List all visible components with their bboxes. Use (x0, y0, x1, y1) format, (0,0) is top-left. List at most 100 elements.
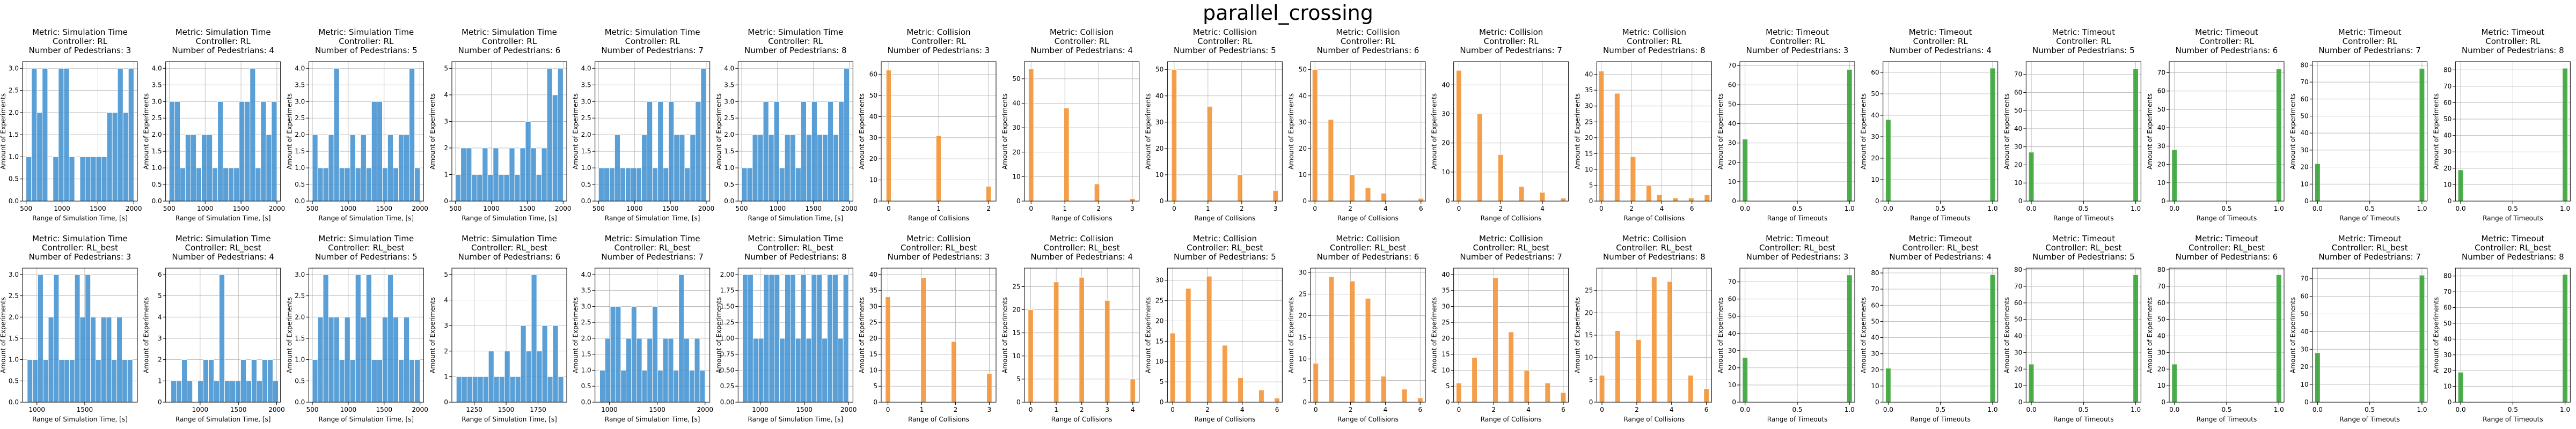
bar (461, 376, 467, 403)
subplot-title-line: Controller: RL (1627, 36, 1682, 46)
y-tick-label: 20 (1299, 145, 1307, 152)
y-tick-label: 0.5 (581, 382, 591, 390)
y-axis-label: Amount of Experiments (286, 297, 293, 373)
bar (1129, 198, 1136, 202)
bar (951, 341, 957, 403)
y-tick-label: 60 (1871, 69, 1879, 76)
y-tick-label: 50 (1728, 313, 1736, 320)
y-tick-label: 30 (2443, 351, 2451, 359)
x-axis-label: Range of Simulation Time, [s] (32, 214, 128, 222)
bar (509, 147, 515, 202)
bar (1237, 174, 1243, 202)
x-tick-label: 1500 (796, 406, 813, 413)
y-tick-label: 60 (2443, 304, 2451, 312)
bar (694, 338, 700, 403)
bar (223, 167, 229, 202)
subplot-title-line: Controller: RL_best (1187, 243, 1263, 253)
bar (552, 325, 559, 403)
bar (1349, 280, 1356, 403)
subplot-title-line: Number of Pedestrians: 4 (1030, 46, 1133, 55)
subplot-title-line: Controller: RL (2056, 36, 2111, 46)
y-tick-label: 2.5 (9, 292, 19, 300)
y-tick-label: 60 (869, 71, 877, 78)
x-tick-label: 1 (1054, 406, 1058, 413)
axes-frame (451, 268, 567, 403)
y-tick-label: 10 (2157, 382, 2165, 389)
bar (832, 274, 838, 403)
y-tick-label: 4.0 (724, 64, 734, 72)
bar (36, 112, 43, 202)
axes-frame (1453, 61, 1569, 202)
axes-frame (308, 268, 424, 403)
x-axis-label: Range of Simulation Time, [s] (32, 416, 128, 423)
bar (827, 274, 833, 403)
bar (806, 134, 812, 202)
bar (1130, 379, 1136, 403)
y-tick-label: 3.0 (9, 271, 19, 278)
x-tick-label: 6 (1704, 406, 1709, 413)
bar (171, 380, 177, 403)
y-tick-label: 0.5 (9, 175, 19, 183)
bar (1646, 185, 1652, 202)
bar (482, 147, 488, 202)
bar (42, 359, 49, 403)
y-axis-label: Amount of Experiments (2003, 297, 2010, 373)
y-tick-label: 0.0 (9, 398, 19, 406)
bar (455, 174, 462, 202)
x-tick-label: 1000 (626, 205, 643, 212)
bar (2133, 69, 2139, 202)
bar (1417, 397, 1423, 403)
bar (460, 147, 467, 202)
y-tick-label: 15 (869, 351, 877, 358)
y-tick-label: 60 (2157, 299, 2165, 307)
subplot-title-line: Metric: Timeout (2481, 234, 2544, 243)
bar (1703, 388, 1709, 403)
x-tick-label: 0 (1600, 406, 1604, 413)
bar (106, 112, 113, 202)
bar (312, 134, 318, 202)
x-axis-label: Range of Timeouts (1910, 416, 1971, 423)
bar (74, 274, 80, 403)
bar (663, 167, 669, 202)
y-tick-label: 20 (2443, 165, 2451, 172)
bar (387, 274, 393, 403)
bar (317, 316, 324, 403)
bar (482, 376, 489, 403)
bar (240, 359, 246, 403)
x-tick-label: 1500 (77, 406, 93, 413)
subplot-title-line: Metric: Timeout (1909, 234, 1972, 243)
y-tick-label: 70 (2443, 83, 2451, 90)
y-tick-label: 2.0 (9, 109, 19, 116)
x-tick-label: 0 (1029, 205, 1033, 212)
y-tick-label: 10 (1155, 358, 1163, 365)
subplot-title-line: Controller: RL_best (471, 243, 547, 253)
subplot-title-line: Controller: RL_best (1473, 243, 1549, 253)
subplot-title-line: Number of Pedestrians: 6 (458, 46, 561, 55)
bar (339, 167, 345, 202)
axes-frame (1453, 268, 1569, 403)
bar (652, 167, 658, 202)
x-tick-label: 1750 (530, 406, 546, 413)
y-tick-label: 50 (2300, 310, 2308, 318)
x-tick-label: 1500 (230, 406, 247, 413)
bar (312, 359, 318, 403)
x-tick-label: 3 (1130, 205, 1135, 212)
y-tick-label: 30 (2300, 345, 2308, 353)
y-axis-label: Amount of Experiments (1860, 93, 1868, 169)
bar (1651, 277, 1657, 403)
x-tick-label: 1500 (498, 406, 515, 413)
x-tick-label: 1000 (483, 205, 500, 212)
y-tick-label: 2.0 (724, 131, 734, 138)
bar (404, 316, 409, 403)
y-tick-label: 30 (1871, 133, 1879, 140)
subplot-title-line: Number of Pedestrians: 8 (1603, 46, 1706, 55)
x-tick-label: 1500 (376, 205, 392, 212)
x-tick-label: 1.0 (2274, 205, 2284, 212)
bar (785, 274, 791, 403)
x-axis-label: Range of Simulation Time, [s] (319, 214, 414, 222)
subplot-title-line: Number of Pedestrians: 5 (2032, 252, 2135, 262)
y-tick-label: 40 (1585, 71, 1593, 78)
